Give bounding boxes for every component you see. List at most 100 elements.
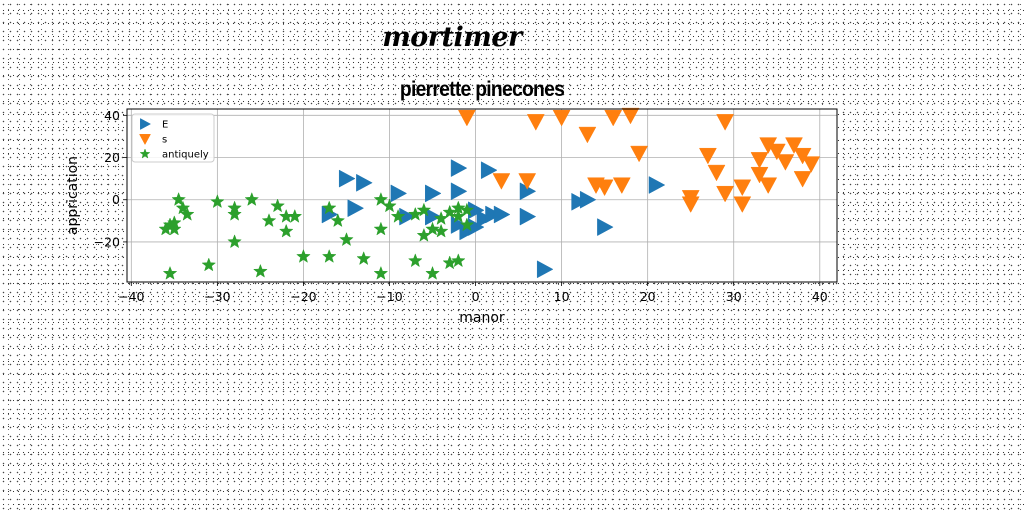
triangle-down-point <box>733 179 752 197</box>
star-point <box>356 251 371 266</box>
star-point <box>425 221 440 236</box>
triangle-down-point <box>518 173 537 190</box>
star-point <box>278 223 294 238</box>
legend-label: E <box>162 120 168 131</box>
star-point <box>171 191 186 206</box>
triangle-right-point <box>425 207 442 226</box>
star-point <box>244 191 260 206</box>
star-point <box>201 257 217 272</box>
triangle-right-point <box>425 184 442 203</box>
y-axis-label: apprication <box>65 156 81 235</box>
star-point <box>296 248 311 263</box>
star-point <box>339 232 354 247</box>
triangle-down-point <box>492 173 511 190</box>
axis-ticks: −40 −30 −20 −10 0 10 20 30 40 −20 0 20 40 <box>94 108 828 304</box>
triangle-down-point <box>612 177 631 195</box>
star-point <box>442 204 458 219</box>
triangle-down-point <box>457 109 476 127</box>
triangle-down-point <box>578 126 597 144</box>
star-point <box>175 200 191 215</box>
x-tick-label: 10 <box>554 289 570 304</box>
x-tick-label: 0 <box>472 289 480 304</box>
star-point <box>227 234 242 249</box>
triangle-down-point <box>621 107 640 125</box>
star-point <box>210 194 225 209</box>
legend-label: s <box>162 135 167 146</box>
triangle-right-point <box>485 205 502 224</box>
triangle-down-point <box>750 152 769 169</box>
legend: Es antiquely <box>131 113 215 163</box>
star-point <box>390 208 406 223</box>
triangle-down-point <box>698 147 717 165</box>
star-point <box>459 217 475 232</box>
y-tick-label: 0 <box>112 192 120 207</box>
triangle-down-point <box>802 156 821 173</box>
triangle-right-point <box>480 161 498 180</box>
data-points <box>158 107 821 280</box>
triangle-right-point <box>476 209 494 228</box>
triangle-down-point <box>630 145 649 163</box>
star-point <box>287 208 303 223</box>
triangle-down-point <box>776 154 795 171</box>
triangle-right-point <box>579 190 597 209</box>
triangle-right-point <box>450 182 468 201</box>
triangle-down-point <box>595 179 614 197</box>
x-tick-label: 40 <box>812 289 828 304</box>
x-tick-label: −30 <box>204 289 230 304</box>
legend-label: antiquely <box>162 150 209 161</box>
chart-title: pierrette pinecones <box>399 78 565 101</box>
x-tick-label: −20 <box>290 289 316 304</box>
star-point <box>227 206 242 221</box>
triangle-down-point <box>681 196 700 213</box>
star-point <box>167 215 182 230</box>
star-point <box>253 263 268 278</box>
x-tick-label: −40 <box>118 289 144 304</box>
header-title: mortimer <box>382 22 522 53</box>
star-point <box>425 265 440 280</box>
triangle-right-point <box>356 173 373 192</box>
triangle-down-point <box>526 114 545 131</box>
y-tick-label: −20 <box>94 234 120 249</box>
triangle-down-point <box>552 109 571 127</box>
triangle-down-point <box>793 171 812 188</box>
triangle-down-point <box>716 185 735 203</box>
triangle-down-point <box>767 143 786 161</box>
triangle-right-point <box>519 207 537 226</box>
legend-marker <box>139 148 151 159</box>
triangle-down-point <box>733 196 752 213</box>
star-point <box>321 200 337 215</box>
star-point <box>407 206 423 221</box>
triangle-right-point <box>648 176 666 194</box>
y-tick-label: 20 <box>104 150 120 165</box>
legend-box <box>131 113 215 163</box>
triangle-right-point <box>536 260 554 279</box>
x-tick-label: 30 <box>726 289 742 304</box>
x-axis-label: manor <box>459 310 505 326</box>
star-point <box>373 221 389 236</box>
triangle-right-point <box>450 159 468 178</box>
triangle-down-point <box>785 137 803 154</box>
triangle-down-point <box>716 114 735 131</box>
star-point <box>382 198 397 213</box>
x-tick-label: 20 <box>640 289 656 304</box>
star-point <box>373 191 389 206</box>
star-point <box>167 221 182 236</box>
star-point <box>162 265 178 280</box>
star-point <box>321 248 337 263</box>
triangle-down-point <box>604 109 623 127</box>
x-tick-label: −10 <box>376 289 402 304</box>
triangle-down-point <box>750 166 769 184</box>
triangle-down-point <box>793 147 812 165</box>
triangle-right-point <box>597 218 614 237</box>
star-point <box>442 255 458 270</box>
triangle-down-point <box>707 164 726 182</box>
star-point <box>330 213 346 228</box>
triangle-right-point <box>338 169 356 188</box>
star-point <box>261 213 277 228</box>
plot-frame <box>126 108 838 283</box>
y-tick-label: 40 <box>104 108 120 123</box>
triangle-down-point <box>759 177 778 195</box>
star-point <box>416 202 432 217</box>
star-point <box>459 202 475 217</box>
